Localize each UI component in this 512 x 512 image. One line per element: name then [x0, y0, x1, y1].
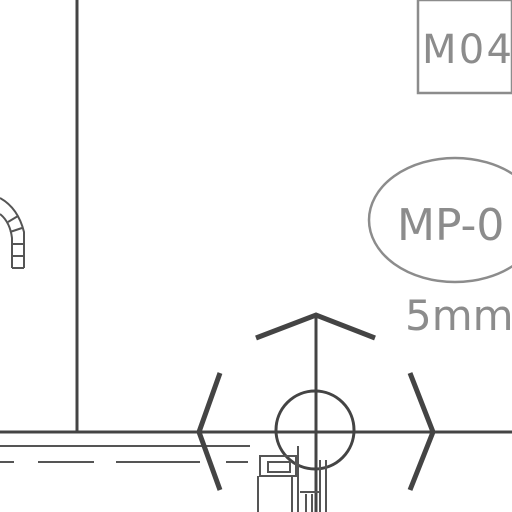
arch-fixture-symbol [0, 197, 25, 269]
arrow-left-chevron [196, 372, 223, 491]
room-tag-border [416, 0, 512, 95]
equipment-tag-border [367, 156, 512, 284]
arrow-right-chevron [407, 372, 436, 491]
room-tag: M04 [416, 0, 512, 95]
target-circle-symbol [274, 389, 356, 471]
lower-wall-lines [0, 445, 250, 463]
direction-arrow-symbol [196, 312, 436, 512]
equipment-tag: MP-0 [367, 156, 512, 284]
pipe-fitting-symbol [257, 446, 327, 512]
dimension-note: 5mm [405, 291, 512, 340]
equipment-tag-label: MP-0 [397, 200, 504, 251]
room-tag-label: M04 [422, 27, 512, 73]
